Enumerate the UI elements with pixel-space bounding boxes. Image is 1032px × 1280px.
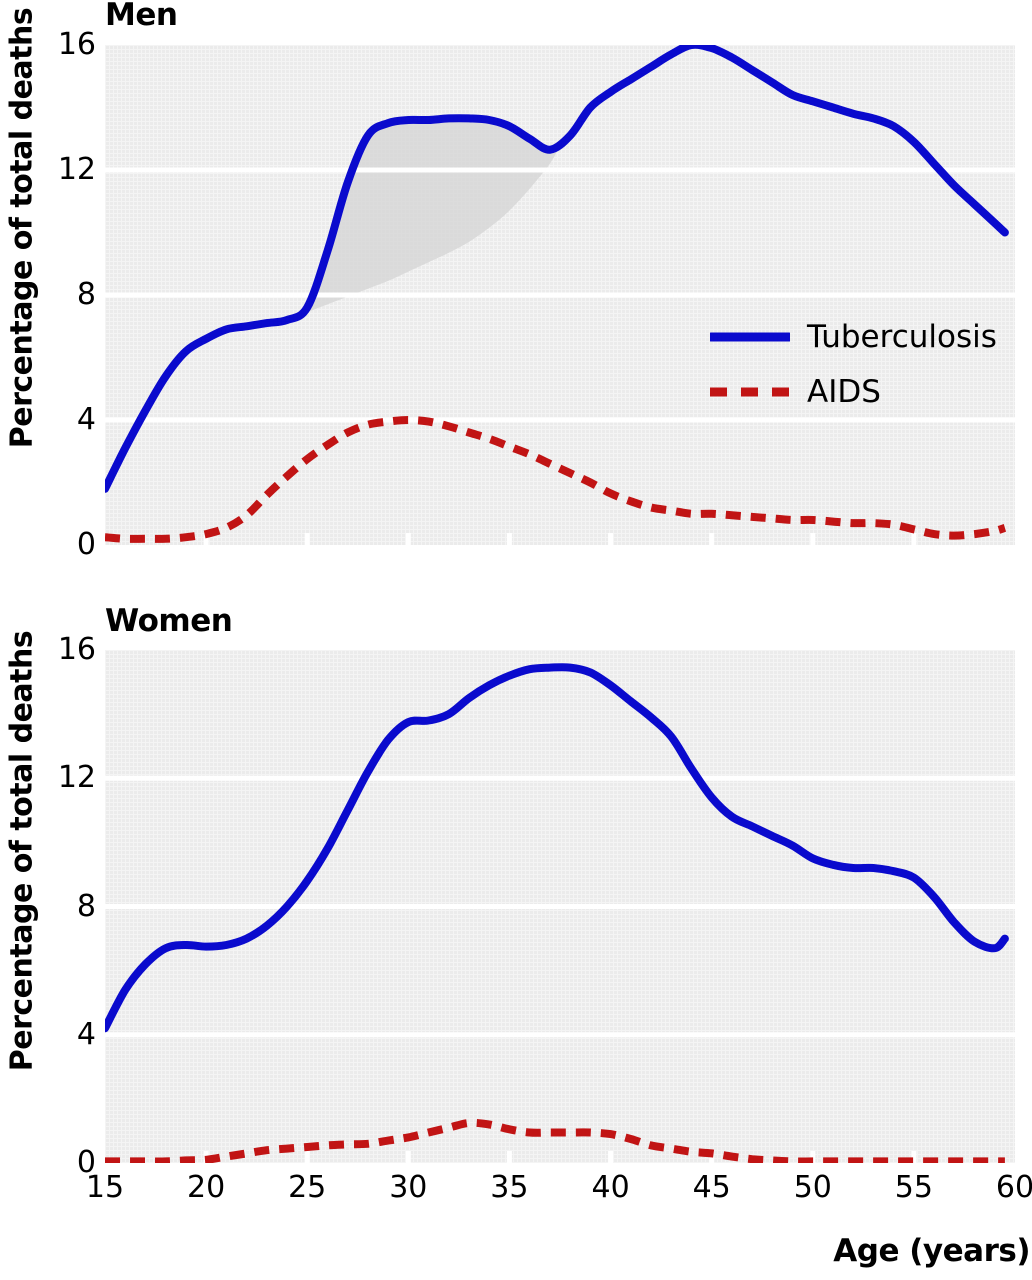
x-tick-mark-25: [304, 1151, 310, 1163]
y-tick-label-women-16: 16: [57, 632, 96, 667]
x-tick-label-50: 50: [793, 1170, 832, 1205]
x-tick-mark-55: [911, 533, 917, 545]
x-axis-label: Age (years): [833, 1233, 1030, 1269]
y-tick-label-men-0: 0: [76, 527, 96, 562]
legend-item-tuberculosis: Tuberculosis: [710, 316, 997, 358]
y-tick-label-men-12: 12: [57, 152, 96, 187]
y-tick-label-women-12: 12: [57, 760, 96, 796]
x-tick-label-15: 15: [85, 1170, 125, 1205]
x-tick-mark-50: [810, 533, 816, 545]
x-tick-label-20: 20: [187, 1170, 226, 1205]
x-tick-label-40: 40: [591, 1170, 630, 1205]
panel-title-men: Men: [105, 0, 178, 33]
x-tick-mark-20: [203, 533, 209, 545]
y-tick-label-women-4: 4: [76, 1016, 96, 1052]
women-plot-area: [101, 650, 1015, 1166]
x-tick-mark-25: [304, 533, 310, 545]
tuberculosis-line-men: [101, 40, 1009, 493]
y-tick-label-women-8: 8: [76, 888, 96, 924]
x-tick-label-55: 55: [894, 1170, 933, 1205]
legend-label-tuberculosis: Tuberculosis: [807, 319, 997, 355]
x-tick-label-35: 35: [490, 1170, 529, 1205]
x-tick-mark-45: [709, 533, 715, 545]
legend-label-aids: AIDS: [807, 374, 881, 410]
x-tick-mark-55: [911, 1151, 917, 1163]
men-plot-area: [101, 40, 1015, 545]
y-tick-label-men-16: 16: [57, 27, 96, 62]
x-tick-mark-50: [810, 1151, 816, 1163]
y-axis-ticks-men: 16 12 8 4 0: [0, 27, 96, 562]
aids-line-sample: [710, 387, 790, 397]
x-tick-mark-30: [405, 533, 411, 545]
y-tick-label-men-4: 4: [76, 402, 96, 437]
y-tick-label-women-0: 0: [76, 1145, 96, 1180]
tuberculosis-line-sample: [710, 332, 790, 342]
legend-item-aids: AIDS: [710, 371, 997, 413]
legend: Tuberculosis AIDS: [710, 316, 997, 426]
x-tick-mark-30: [405, 1151, 411, 1163]
plot-svg-men: [101, 40, 1015, 545]
x-tick-label-30: 30: [389, 1170, 428, 1205]
x-tick-mark-35: [506, 1151, 512, 1163]
y-axis-ticks-women: 16 12 8 4 0: [0, 632, 96, 1180]
plot-svg-women: [101, 650, 1015, 1166]
x-tick-label-45: 45: [692, 1170, 731, 1205]
x-tick-label-25: 25: [288, 1170, 327, 1205]
x-tick-label-60: 60: [995, 1170, 1032, 1205]
x-tick-mark-40: [608, 1151, 614, 1163]
aids-line-men: [104, 416, 1007, 543]
x-tick-mark-35: [506, 533, 512, 545]
panel-title-women: Women: [105, 603, 233, 639]
x-tick-mark-40: [608, 533, 614, 545]
aids-line-women: [105, 1118, 1005, 1166]
tuberculosis-line-women: [101, 663, 1009, 1033]
y-tick-label-men-8: 8: [76, 277, 96, 312]
